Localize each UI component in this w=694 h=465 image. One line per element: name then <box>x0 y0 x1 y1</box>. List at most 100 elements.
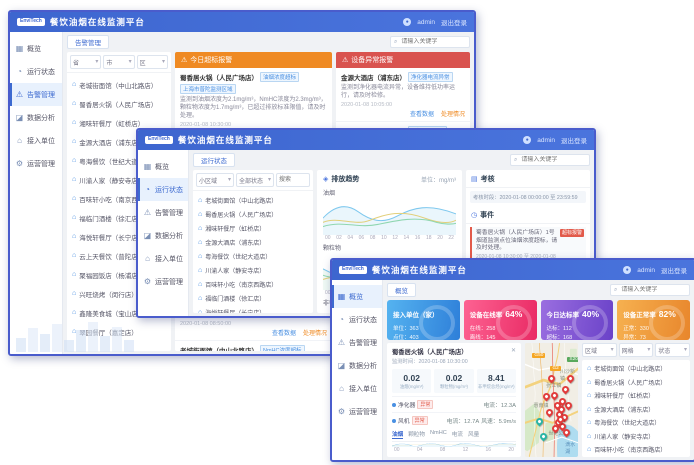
device-list-item[interactable]: ⌂ 湘味轩餐厅（虹桥店） <box>198 224 266 233</box>
username[interactable]: admin <box>537 136 555 144</box>
device-list-item[interactable]: ⌂ 金源大酒店（浦东店） <box>198 238 266 247</box>
device-list-item[interactable]: ⌂ 湘味轩餐厅（虹桥店） <box>72 119 145 128</box>
tab-oil[interactable]: 油烟 <box>392 432 404 439</box>
building-icon: ⌂ <box>72 119 77 126</box>
status-icon: ◔ <box>339 315 344 324</box>
sidebar-item-ops[interactable]: ⚙ 运营管理 <box>138 270 188 293</box>
device-list-item[interactable]: ⌂ 蜀香居火锅（人民广场店） <box>72 100 158 109</box>
view-data-link[interactable]: 查看数据 <box>271 330 296 337</box>
user-avatar-icon: ● <box>403 18 412 26</box>
area-select[interactable]: 小区域 ▾ <box>196 173 234 187</box>
search-box[interactable]: ⌕ <box>610 284 690 296</box>
search-box[interactable]: ⌕ <box>510 154 590 166</box>
handle-link[interactable]: 处理情况 <box>302 330 327 337</box>
tab-airflow[interactable]: 风量 <box>467 432 480 438</box>
province-select[interactable]: 省 ▾ <box>70 55 102 69</box>
map-panel[interactable]: G50 G2 S20 张江镇 川沙新镇 惠南镇 世纪公园 滴水湖 <box>525 343 578 457</box>
region-select[interactable]: 区域 ▾ <box>582 343 617 357</box>
device-list-item[interactable]: ⌂ 湘味轩餐厅（虹桥店） <box>587 392 655 401</box>
device-list-item[interactable]: ⌂ 兴旺烧烤（闵行店） <box>72 290 138 299</box>
device-list-item[interactable]: ⌂ 聚福园饭店（杨浦店） <box>72 271 145 280</box>
device-list-item[interactable]: ⌂ 金源大酒店（浦东店） <box>587 405 655 414</box>
tab-alarm-management[interactable]: 告警管理 <box>67 35 109 49</box>
device-list-item[interactable]: ⌂ 粤海餐饮（世纪大道店） <box>587 419 661 428</box>
alarm-time: 2020-01-08 08:50:00 <box>180 320 232 327</box>
logout-link[interactable]: 退出登录 <box>441 20 467 27</box>
list-search-box[interactable] <box>276 173 310 187</box>
logout-link[interactable]: 退出登录 <box>661 268 687 275</box>
username[interactable]: admin <box>417 18 435 26</box>
sidebar-label: 数据分析 <box>155 232 183 240</box>
device-list-item[interactable]: ⌂ 百味轩小吃（南京西路店） <box>198 280 278 289</box>
sidebar-item-units[interactable]: ⌂ 接入单位 <box>332 377 382 400</box>
device-list-item[interactable]: ⌂ 老城街面馆（中山北路店） <box>198 196 278 205</box>
status-select[interactable]: 状态 ▾ <box>655 343 691 357</box>
map-place-label: 滴水湖 <box>565 442 576 456</box>
tab-overview[interactable]: 概览 <box>387 283 416 297</box>
device-list-item[interactable]: ⌂ 蜀香居火锅（人民广场店） <box>198 210 278 219</box>
sidebar-item-overview[interactable]: ▦ 概览 <box>332 285 382 308</box>
device-list-item[interactable]: ⌂ 川渝人家（静安寺店） <box>72 176 145 185</box>
device-list-item[interactable]: ⌂ 百味轩小吃（南京西路店） <box>587 446 667 455</box>
device-list-item[interactable]: ⌂ 川渝人家（静安寺店） <box>587 432 655 441</box>
view-data-link[interactable]: 查看数据 <box>409 112 434 119</box>
device-list-item[interactable]: ⌂ 老城街面馆（中山北路店） <box>72 81 158 90</box>
district-select[interactable]: 区 ▾ <box>136 55 168 69</box>
device-list-item[interactable]: ⌂福临门酒楼（徐汇店） <box>198 294 266 303</box>
sidebar-item-units[interactable]: ⌂ 接入单位 <box>138 247 188 270</box>
device-list-item[interactable]: ⌂ 金源大酒店（浦东店） <box>72 138 145 147</box>
status-select[interactable]: 全部状态 ▾ <box>236 173 274 187</box>
tab-current[interactable]: 电流 <box>451 432 463 438</box>
stat-card-normal-rate: 设备正常率 82% 正常：330 异常：73 <box>617 300 690 340</box>
device-list-item[interactable]: ⌂ 老城街面馆（中山北路店） <box>587 365 667 374</box>
close-icon[interactable]: ✕ <box>510 348 516 354</box>
sidebar-item-ops[interactable]: ⚙ 运营管理 <box>332 400 382 423</box>
sidebar-item-overview[interactable]: ▦ 概览 <box>10 37 62 60</box>
device-list-item[interactable]: ⌂福临门酒楼（徐汇店） <box>582 457 690 458</box>
sidebar-item-alarm[interactable]: ⚠ 告警管理 <box>138 201 188 224</box>
device-list-item[interactable]: ⌂ 翠园餐厅（嘉定店） <box>72 328 138 337</box>
sidebar-item-status[interactable]: ◔ 运行状态 <box>10 60 62 83</box>
search-box[interactable]: ⌕ <box>390 36 470 48</box>
sidebar-label: 告警管理 <box>155 209 183 217</box>
device-list-item[interactable]: ⌂ 云上天餐饮（普陀店） <box>72 252 145 261</box>
device-list-item[interactable]: ⌂ 鑫隆美食城（宝山店） <box>72 309 145 318</box>
card-decoration <box>572 305 609 340</box>
device-list-item[interactable]: ⌂ 百味轩小吃（南京西路店） <box>72 195 158 204</box>
sidebar-label: 运营管理 <box>27 160 55 168</box>
sidebar-label: 数据分析 <box>349 362 377 370</box>
search-input[interactable] <box>519 156 586 164</box>
chevron-down-icon: ▾ <box>227 176 231 183</box>
sidebar-item-analysis[interactable]: ◪ 数据分析 <box>332 354 382 377</box>
sidebar-item-overview[interactable]: ▦ 概览 <box>138 155 188 178</box>
sidebar-item-ops[interactable]: ⚙ 运营管理 <box>10 152 62 175</box>
city-select[interactable]: 市 ▾ <box>103 55 135 69</box>
sidebar-item-status[interactable]: ◔ 运行状态 <box>138 178 188 201</box>
device-list-item[interactable]: ⌂海悦轩餐厅（长宁店） <box>193 305 313 314</box>
device-list-item[interactable]: ⌂ 川渝人家（静安寺店） <box>198 266 266 275</box>
tab-particulate[interactable]: 颗粒物 <box>408 432 425 438</box>
handle-link[interactable]: 处理情况 <box>440 112 465 119</box>
device-list-item[interactable]: ⌂福临门酒楼（徐汇店） <box>72 214 145 223</box>
grid-select[interactable]: 网格 ▾ <box>618 343 654 357</box>
sidebar-item-status[interactable]: ◔ 运行状态 <box>332 308 382 331</box>
search-input[interactable] <box>619 286 686 294</box>
list-search-input[interactable] <box>277 174 309 186</box>
tab-running-status[interactable]: 运行状态 <box>193 153 235 167</box>
sidebar-item-analysis[interactable]: ◪ 数据分析 <box>138 224 188 247</box>
device-list-item[interactable]: ⌂ 粤海餐饮（世纪大道店） <box>198 252 272 261</box>
sidebar-item-alarm[interactable]: ⚠ 告警管理 <box>10 83 62 106</box>
username[interactable]: admin <box>637 266 655 274</box>
device-list-item[interactable]: ⌂海悦轩餐厅（长宁店） <box>72 233 145 242</box>
sidebar-item-analysis[interactable]: ◪ 数据分析 <box>10 106 62 129</box>
warning-icon: ⚠ <box>342 57 349 64</box>
logout-link[interactable]: 退出登录 <box>561 138 587 145</box>
tab-nmhc[interactable]: NmHC <box>430 430 447 436</box>
device-list-item[interactable]: ⌂ 粤海餐饮（世纪大道店） <box>72 157 151 166</box>
analysis-icon: ◪ <box>15 113 24 122</box>
app-header: EnviTech 餐饮油烟在线监测平台 ● admin 退出登录 <box>10 12 474 32</box>
device-list-item[interactable]: ⌂ 蜀香居火锅（人民广场店） <box>587 378 667 387</box>
sidebar-item-units[interactable]: ⌂ 接入单位 <box>10 129 62 152</box>
sidebar-item-alarm[interactable]: ⚠ 告警管理 <box>332 331 382 354</box>
search-input[interactable] <box>399 38 466 46</box>
